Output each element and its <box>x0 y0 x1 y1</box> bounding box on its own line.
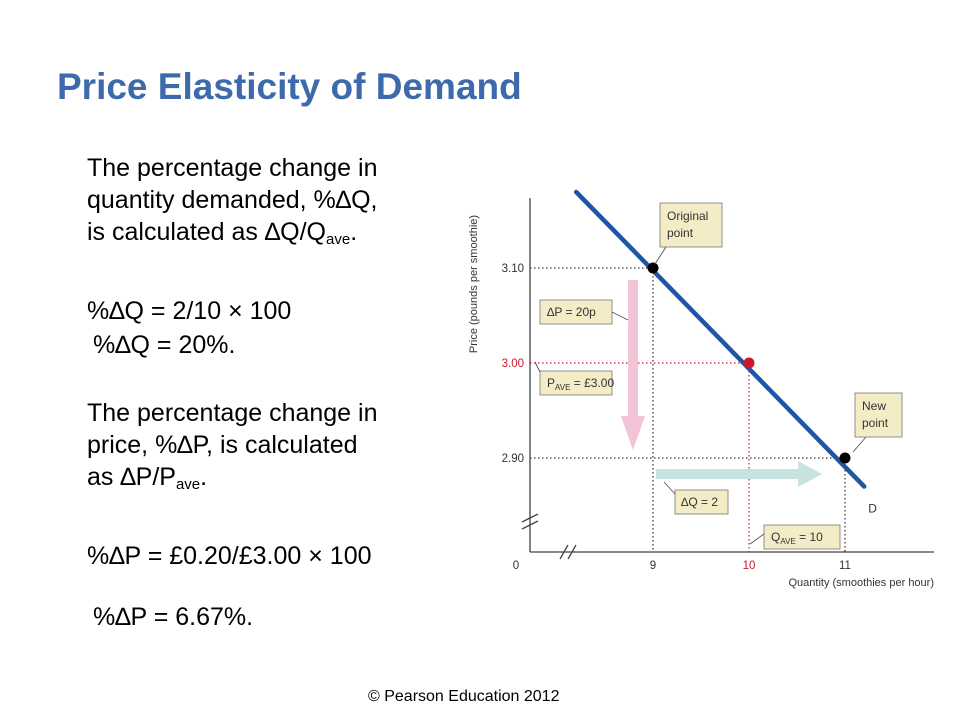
data-point-original <box>647 262 659 274</box>
delta-q-label: ∆Q = 2 <box>681 495 718 509</box>
price-equation-2: %∆P = 6.67%. <box>93 603 254 631</box>
demand-curve-label: D <box>868 502 877 516</box>
y-axis-break <box>521 520 539 530</box>
original-point-label-box <box>659 202 723 248</box>
text-line: The percentage change in <box>87 399 378 427</box>
x-tick-label: 9 <box>650 560 656 572</box>
quantity-change-arrow-head <box>798 461 822 487</box>
formula-subscript: ave <box>175 476 201 493</box>
new-point-connector <box>852 436 867 453</box>
formula-text: as ∆P/P <box>87 463 176 491</box>
quantity-change-arrow-shaft <box>656 469 802 479</box>
quantity-equation-1: %∆Q = 2/10 × 100 <box>87 297 292 325</box>
formula-subscript: ave <box>326 231 351 248</box>
x-tick-label: 10 <box>743 560 756 572</box>
text-line: is calculated as ∆Q/Qave. <box>87 216 378 256</box>
copyright-notice: © Pearson Education 2012 <box>368 688 560 705</box>
elasticity-chart: 3.10 3.00 2.90 0 9 10 11 Quantity (smoothies pe… <box>468 189 934 589</box>
p-ave-label-box <box>539 370 613 396</box>
original-point-connector <box>654 246 667 265</box>
price-change-arrow-head <box>621 416 645 450</box>
delta-q-label-box <box>674 489 729 515</box>
p-ave-symbol: P <box>547 376 555 390</box>
q-ave-label: QAVE = 10 <box>771 530 823 546</box>
x-tick-label: 11 <box>839 560 851 572</box>
q-ave-symbol: Q <box>771 530 780 544</box>
text-line: as ∆P/Pave. <box>87 461 378 501</box>
y-axis-break <box>521 513 539 523</box>
p-ave-connector <box>534 361 541 373</box>
original-point-label-line: Original <box>667 209 708 223</box>
data-point-midpoint <box>743 357 755 369</box>
demand-curve <box>573 189 867 489</box>
formula-end: . <box>200 463 208 491</box>
text-line: quantity demanded, %∆Q, <box>87 186 378 214</box>
price-change-paragraph: The percentage change in price, %∆P, is … <box>87 397 378 501</box>
q-ave-label-box <box>763 524 841 550</box>
x-axis-break <box>567 544 577 560</box>
p-ave-value: = £3.00 <box>570 376 614 390</box>
q-ave-subscript: AVE <box>780 537 795 546</box>
q-ave-value: = 10 <box>796 530 823 544</box>
slide-title: Price Elasticity of Demand <box>57 66 522 107</box>
q-ave-connector <box>749 533 765 545</box>
p-ave-label: PAVE = £3.00 <box>547 376 614 392</box>
formula-text: is calculated as ∆Q/Q <box>87 218 327 246</box>
y-tick-label: 2.90 <box>502 453 524 465</box>
quantity-change-paragraph: The percentage change in quantity demand… <box>87 152 378 256</box>
quantity-equation-2: %∆Q = 20%. <box>93 331 236 359</box>
formula-end: . <box>350 218 358 246</box>
x-tick-label: 0 <box>513 560 519 572</box>
new-point-label-line: point <box>862 416 889 430</box>
delta-q-connector <box>663 481 676 495</box>
y-axis-title: Price (pounds per smoothie) <box>468 215 480 353</box>
delta-p-label: ∆P = 20p <box>547 305 596 319</box>
x-axis-title: Quantity (smoothies per hour) <box>788 577 934 589</box>
data-point-new <box>839 452 851 464</box>
text-line: price, %∆P, is calculated <box>87 431 358 459</box>
price-change-arrow-shaft <box>628 280 638 420</box>
price-equation-1: %∆P = £0.20/£3.00 × 100 <box>87 542 372 570</box>
text-line: The percentage change in <box>87 154 378 182</box>
x-axis-break <box>559 544 569 560</box>
new-point-label-box <box>854 392 903 438</box>
new-point-label-line: New <box>862 399 886 413</box>
y-tick-label: 3.00 <box>502 358 524 370</box>
delta-p-connector <box>611 311 629 321</box>
original-point-label-line: point <box>667 226 694 240</box>
y-tick-label: 3.10 <box>502 263 524 275</box>
p-ave-subscript: AVE <box>555 383 570 392</box>
